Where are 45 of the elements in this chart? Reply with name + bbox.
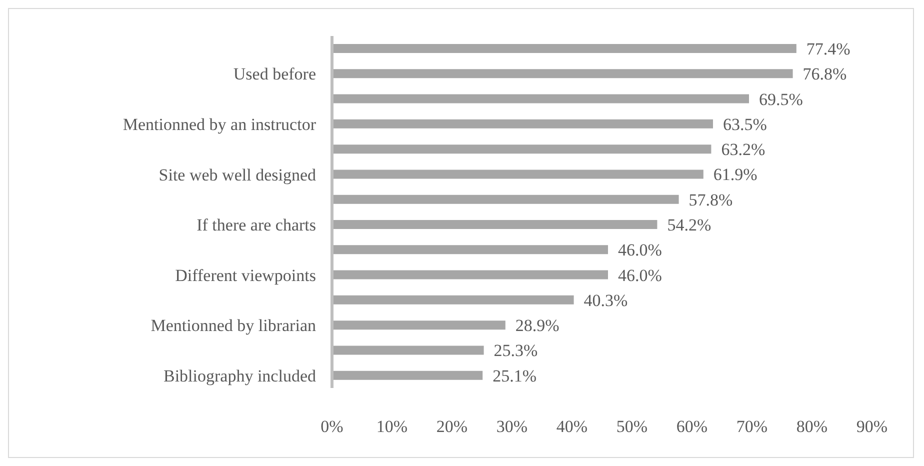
x-tick-label: 60% xyxy=(676,417,708,436)
bar xyxy=(332,69,793,78)
x-tick-label: 90% xyxy=(856,417,888,436)
data-label: 25.3% xyxy=(494,341,538,360)
data-label: 28.9% xyxy=(515,316,560,336)
y-tick-label: Different viewpoints xyxy=(175,266,316,285)
data-label: 63.2% xyxy=(721,140,766,160)
bar xyxy=(332,94,749,104)
y-tick-label: Mentionned by an instructor xyxy=(122,115,316,134)
x-tick-label: 50% xyxy=(616,417,648,436)
data-label: 46.0% xyxy=(618,240,662,260)
y-tick-label: Site web well designed xyxy=(158,165,316,184)
bar xyxy=(332,370,483,380)
x-tick-label: 70% xyxy=(736,417,768,436)
bar xyxy=(332,220,658,229)
bar xyxy=(332,346,484,355)
bar xyxy=(332,245,608,254)
data-label: 46.0% xyxy=(618,266,662,285)
bar xyxy=(332,194,679,204)
x-tick-label: 20% xyxy=(436,417,468,436)
data-label: 69.5% xyxy=(759,90,803,109)
data-label: 25.1% xyxy=(492,366,537,386)
bar xyxy=(332,320,506,330)
data-label: 54.2% xyxy=(667,216,712,235)
bar xyxy=(332,170,704,179)
bar xyxy=(332,295,574,304)
data-label: 61.9% xyxy=(713,165,758,184)
bar xyxy=(332,119,713,128)
data-label: 76.8% xyxy=(802,64,847,84)
data-label: 40.3% xyxy=(584,290,628,310)
y-tick-label: Used before xyxy=(233,64,316,84)
y-tick-label: Bibliography included xyxy=(163,366,316,386)
data-label: 77.4% xyxy=(806,40,850,59)
x-tick-label: 80% xyxy=(796,417,828,436)
x-tick-label: 0% xyxy=(320,417,344,436)
bar xyxy=(332,144,712,154)
data-label: 57.8% xyxy=(688,190,733,210)
y-tick-label: Mentionned by librarian xyxy=(150,316,316,336)
x-tick-label: 10% xyxy=(376,417,408,436)
bar xyxy=(332,44,796,53)
x-tick-label: 30% xyxy=(496,417,528,436)
x-tick-label: 40% xyxy=(556,417,588,436)
bar xyxy=(332,270,608,280)
y-tick-label: If there are charts xyxy=(196,216,316,235)
data-label: 63.5% xyxy=(723,114,767,134)
